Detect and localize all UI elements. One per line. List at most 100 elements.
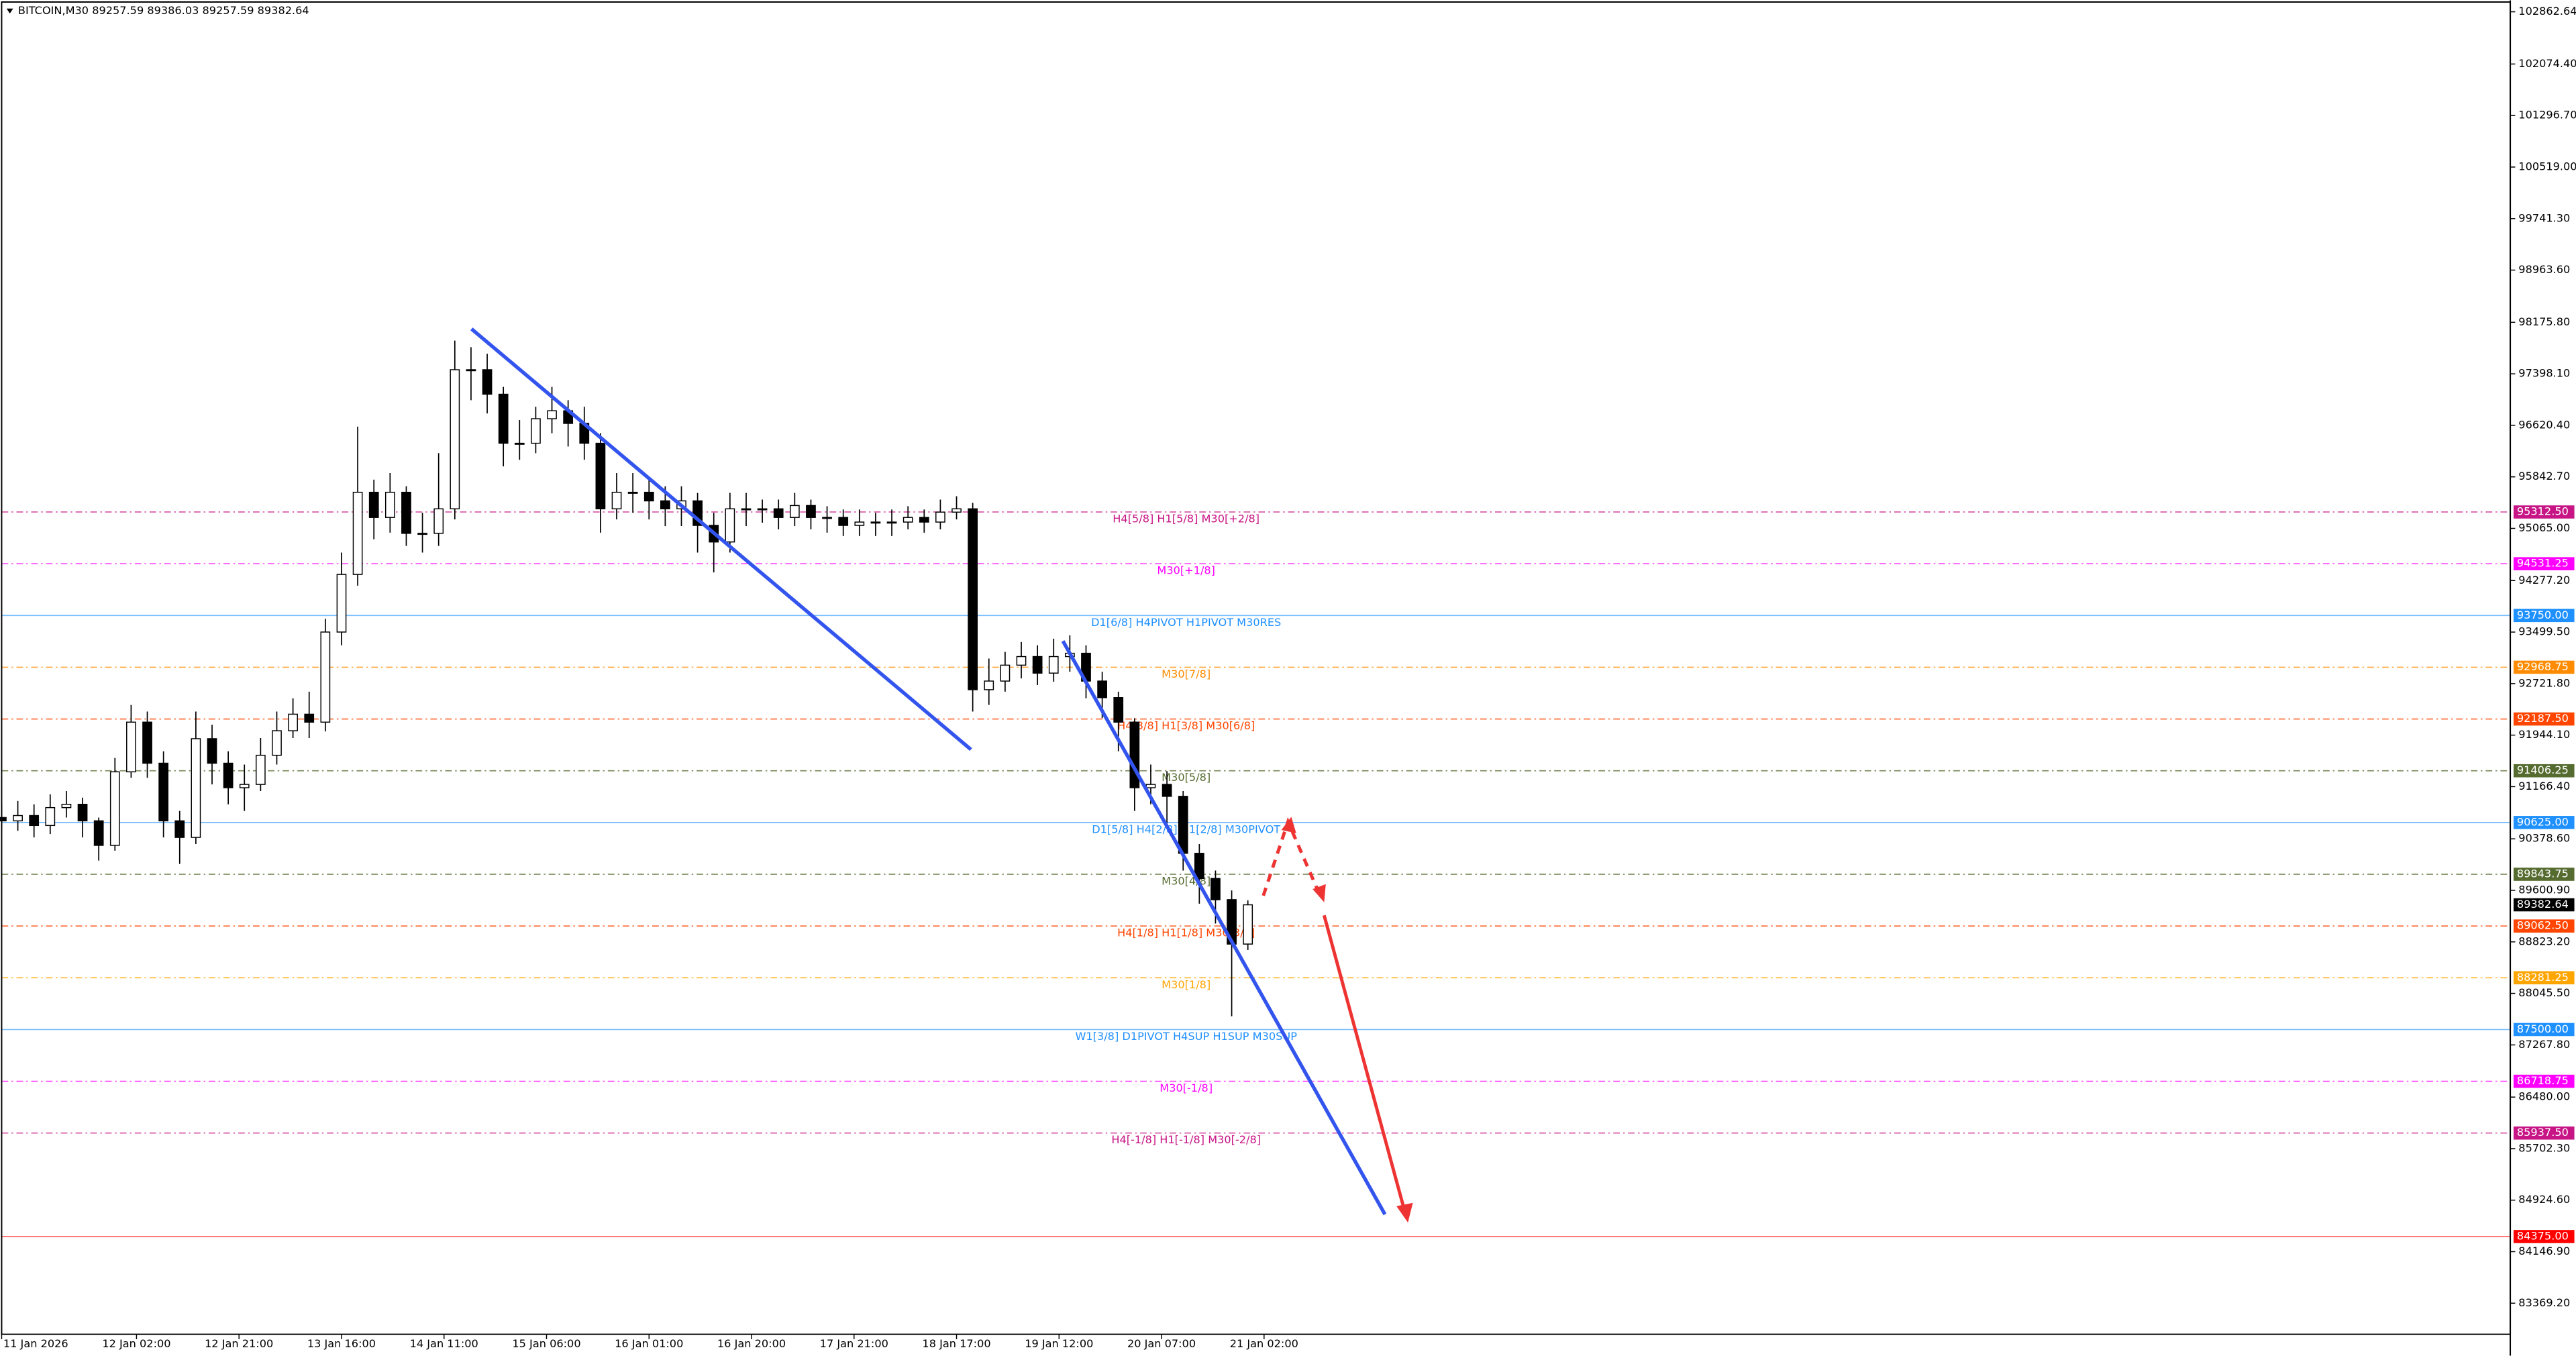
y-tick-label: 91166.40 [2518,780,2570,792]
projection-line [1323,915,1406,1212]
levels: H4[5/8] H1[5/8] M30[+2/8] M30[+1/8] D1[6/8… [1,511,2511,1237]
y-tick-label: 93499.50 [2518,625,2570,638]
level-price-box [2513,1023,2575,1037]
last-price-box [2513,898,2575,912]
x-tick-label: 12 Jan 21:00 [205,1337,273,1350]
candle-body [1097,680,1107,698]
level-label: M30[1/8] [1162,978,1210,991]
level-label: M30[7/8] [1162,668,1210,680]
candle-body [935,511,945,523]
level-price-box [2513,557,2575,570]
candle-body [919,517,929,523]
y-tick-label: 88045.50 [2518,986,2570,999]
y-tick-label: 83369.20 [2518,1296,2570,1309]
level-label: H4[3/8] H1[3/8] M30[6/8] [1117,719,1255,732]
arrow-head [1312,884,1326,902]
level-price-box [2513,764,2575,778]
candle-body [272,730,282,756]
x-tick-label: 16 Jan 20:00 [717,1337,786,1350]
candle-body [13,815,23,822]
candle-body [1016,656,1027,666]
level-price-box [2513,609,2575,623]
y-tick-label: 90378.60 [2518,832,2570,845]
axes: 102862.64 102074.40 101296.70 100519.00 9974… [1,5,2576,1350]
y-tick-label: 84146.90 [2518,1245,2570,1257]
level-label: H4[1/8] H1[1/8] M30[3/8] [1117,927,1255,939]
level-price-box [2513,919,2575,933]
x-tick-label: 14 Jan 11:00 [410,1337,478,1350]
level-price-box [2513,868,2575,881]
trend-line [470,327,972,751]
candle-body [336,574,347,633]
candle-body [870,521,881,524]
level-price-label: 85937.50 [2517,1126,2569,1139]
x-tick-label: 21 Jan 02:00 [1230,1337,1298,1350]
candle-body [789,505,800,518]
candle-body [725,508,735,543]
level-label: M30[+1/8] [1157,564,1215,577]
y-tick-label: 96620.40 [2518,418,2570,431]
level-price-label: 84375.00 [2517,1229,2569,1242]
x-tick-label: 18 Jan 17:00 [922,1337,990,1350]
candle-body [854,521,865,526]
y-tick-label: 102074.40 [2518,57,2576,70]
x-tick-label: 20 Jan 07:00 [1127,1337,1196,1350]
candle-body [288,713,298,731]
level-price-box [2513,971,2575,985]
chart-title: BITCOIN,M30 89257.59 89386.03 89257.59 8… [18,4,309,17]
level-price-label: 87500.00 [2517,1023,2569,1035]
drawings [470,327,1413,1223]
symbol-menu-arrow[interactable] [6,8,13,14]
y-tick-label: 89600.90 [2518,883,2570,896]
candle-body [29,815,40,827]
x-tick-label: 17 Jan 21:00 [820,1337,888,1350]
level-label: H4[5/8] H1[5/8] M30[+2/8] [1113,513,1259,525]
candle-body [482,369,493,395]
candle-body [822,517,832,519]
candle-body [838,517,849,526]
level-price-label: 91406.25 [2517,764,2569,776]
candle-body [1129,721,1140,788]
candle-body [547,410,557,419]
candle-body [1145,784,1156,788]
candle-body [1243,904,1253,945]
candle-body [320,631,331,723]
candle-body [968,508,978,690]
y-tick-label: 97398.10 [2518,367,2570,380]
y-tick-label: 87267.80 [2518,1038,2570,1051]
candle-body [450,369,460,510]
x-tick-label: 15 Jan 06:00 [512,1337,580,1350]
candle-body [352,491,363,575]
candle-body [433,508,444,534]
y-tick-label: 98963.60 [2518,263,2570,276]
candle-body [158,762,169,822]
candle-body [627,491,638,494]
y-tick-label: 99741.30 [2518,211,2570,224]
level-price-label: 88281.25 [2517,971,2569,984]
candle-body [0,817,7,822]
level-price-box [2513,1230,2575,1243]
level-price-label: 93750.00 [2517,609,2569,621]
level-price-box [2513,1126,2575,1140]
arrow-head [1281,817,1296,833]
candle-body [531,418,541,444]
candle-body [239,784,250,788]
level-label: D1[6/8] H4PIVOT H1PIVOT M30RES [1091,616,1281,629]
candle-body [643,491,654,502]
x-tick-label: 11 Jan 2026 [3,1337,68,1350]
y-tick-label: 100519.00 [2518,160,2576,172]
candle-body [1194,853,1204,880]
candle-body [77,803,88,822]
candle-body [368,491,379,518]
candle-body [174,820,185,838]
y-tick-label: 84924.60 [2518,1193,2570,1206]
candle-body [304,713,315,723]
x-tick-label: 13 Jan 16:00 [307,1337,376,1350]
candle-body [1032,656,1043,674]
level-price-box [2513,1074,2575,1088]
y-tick-label: 86480.00 [2518,1090,2570,1103]
candle-body [256,754,266,785]
